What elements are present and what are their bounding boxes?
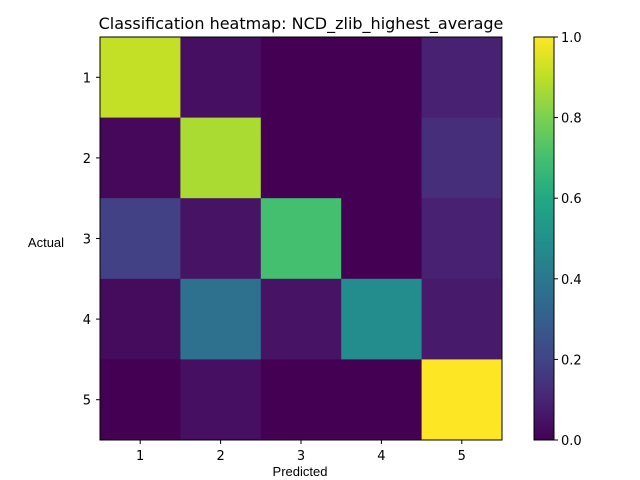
heatmap-cell (100, 117, 181, 199)
x-tick-label: 5 (458, 449, 466, 464)
heatmap-cell (341, 198, 423, 280)
y-tick-label: 1 (83, 71, 91, 86)
heatmap-cell (180, 37, 262, 119)
heatmap-cell (100, 359, 181, 441)
colorbar-tick-label: 0.4 (561, 273, 582, 288)
x-tick-label: 3 (297, 449, 305, 464)
colorbar-tick-label: 0.0 (561, 434, 582, 449)
y-tick-label: 5 (83, 394, 91, 409)
heatmap-cell (260, 359, 342, 441)
colorbar-axis: 0.0 0.2 0.4 0.6 0.8 1.0 (554, 31, 582, 449)
heatmap-cell (341, 37, 423, 119)
heatmap-cell (180, 198, 262, 280)
heatmap-cell (341, 359, 423, 441)
x-axis-label: Predicted (273, 464, 328, 479)
heatmap-cell (260, 37, 342, 119)
x-tick-label: 1 (136, 449, 144, 464)
heatmap-cell (421, 37, 503, 119)
y-tick-label: 3 (83, 233, 91, 248)
colorbar-tick-label: 0.2 (561, 353, 582, 368)
y-axis-label: Actual (28, 235, 64, 250)
heatmap-cells (100, 37, 503, 441)
colorbar-tick-label: 0.8 (561, 112, 582, 127)
heatmap-cell (260, 117, 342, 199)
y-tick-label: 4 (83, 313, 91, 328)
heatmap-cell (180, 278, 262, 360)
heatmap-cell (100, 198, 181, 280)
heatmap-cell (180, 359, 262, 441)
heatmap-cell (421, 278, 503, 360)
colorbar (533, 36, 555, 441)
x-tick-label: 2 (216, 449, 224, 464)
heatmap-cell (421, 117, 503, 199)
colorbar-tick-label: 1.0 (561, 31, 582, 46)
x-axis: 1 2 3 4 5 (136, 440, 466, 464)
chart-title: Classification heatmap: NCD_zlib_highest… (99, 14, 504, 34)
heatmap-cell (341, 278, 423, 360)
heatmap-cell (100, 278, 181, 360)
heatmap-cell (100, 37, 181, 119)
x-tick-label: 4 (377, 449, 385, 464)
heatmap-cell (341, 117, 423, 199)
y-tick-label: 2 (83, 152, 91, 167)
heatmap-cell (260, 198, 342, 280)
heatmap-cell (421, 198, 503, 280)
heatmap-cell (260, 278, 342, 360)
heatmap-cell (421, 359, 503, 441)
y-axis: 1 2 3 4 5 (83, 71, 100, 409)
heatmap-cell (180, 117, 262, 199)
colorbar-tick-label: 0.6 (561, 192, 582, 207)
